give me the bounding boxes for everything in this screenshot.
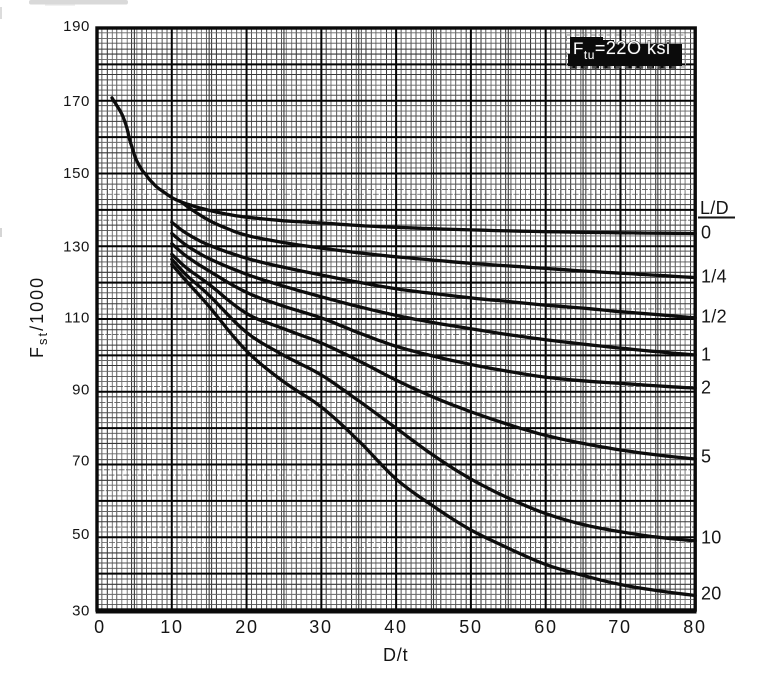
svg-text:70: 70 <box>72 452 90 469</box>
svg-text:50: 50 <box>72 526 90 543</box>
svg-text:20: 20 <box>701 583 722 603</box>
svg-text:2: 2 <box>701 377 711 397</box>
svg-text:1/2: 1/2 <box>701 306 727 326</box>
svg-text:30: 30 <box>72 602 90 619</box>
svg-text:50: 50 <box>459 617 483 637</box>
svg-text:110: 110 <box>64 309 90 326</box>
svg-text:90: 90 <box>72 381 90 398</box>
svg-text:D/t: D/t <box>383 645 408 665</box>
svg-text:60: 60 <box>534 617 558 637</box>
svg-text:70: 70 <box>608 617 632 637</box>
svg-text:0: 0 <box>94 617 106 637</box>
svg-text:Fst/1000: Fst/1000 <box>27 276 50 358</box>
svg-text:5: 5 <box>701 446 711 466</box>
svg-text:10: 10 <box>160 617 184 637</box>
svg-text:190: 190 <box>63 18 90 35</box>
svg-text:80: 80 <box>683 617 707 637</box>
svg-text:30: 30 <box>309 617 333 637</box>
svg-text:10: 10 <box>701 527 722 547</box>
svg-text:150: 150 <box>63 165 90 182</box>
svg-text:130: 130 <box>63 238 90 255</box>
svg-text:L/D: L/D <box>700 198 729 218</box>
svg-text:1: 1 <box>701 344 711 364</box>
svg-text:40: 40 <box>384 617 408 637</box>
svg-text:1/4: 1/4 <box>701 266 727 286</box>
svg-text:170: 170 <box>63 93 90 110</box>
svg-text:20: 20 <box>235 617 259 637</box>
svg-text:0: 0 <box>701 222 711 242</box>
